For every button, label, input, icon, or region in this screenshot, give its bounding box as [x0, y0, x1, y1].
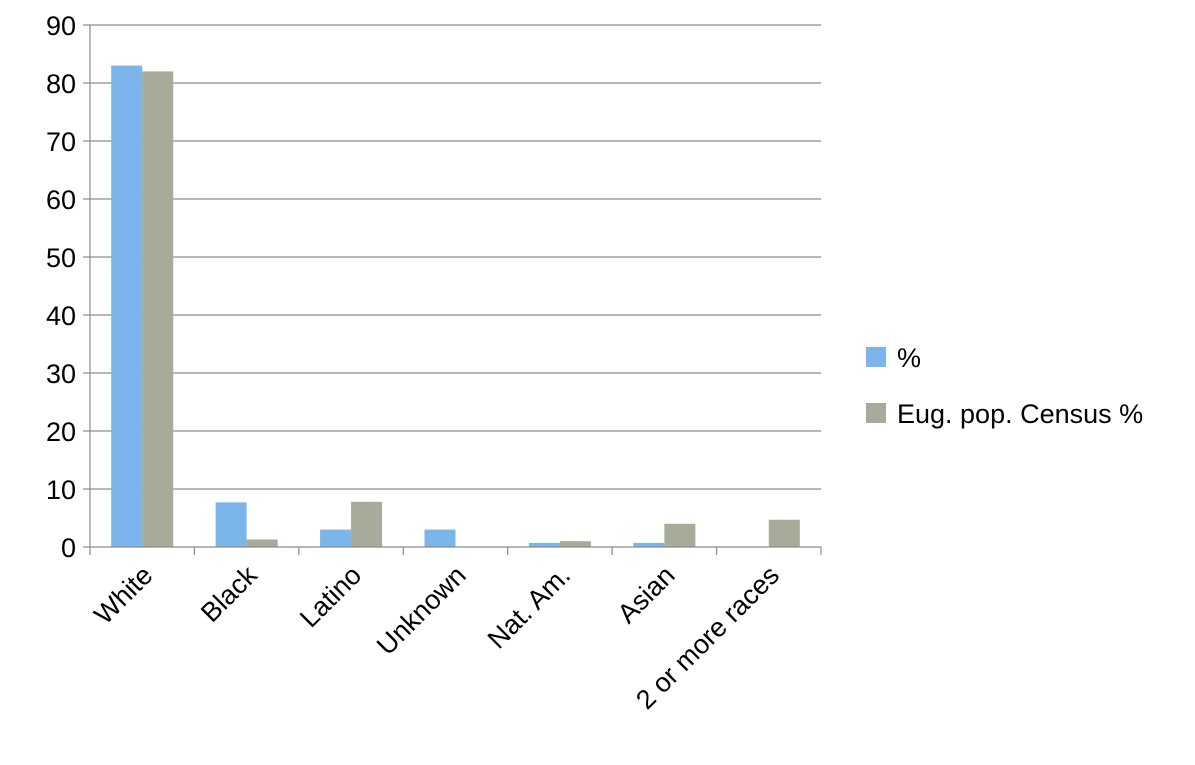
bar-series-0-asian [633, 542, 665, 547]
y-tick-label: 50 [46, 243, 76, 273]
x-tick-label: White [88, 560, 158, 630]
y-tick-label: 0 [61, 533, 76, 563]
x-tick-label: Unknown [371, 560, 472, 661]
axes [83, 24, 822, 555]
bar-series-1-nat-am- [559, 541, 591, 547]
legend-swatch [866, 403, 886, 423]
bar-series-0-latino [320, 529, 352, 547]
gridlines [90, 24, 821, 490]
y-tick-label: 40 [46, 301, 76, 331]
bar-series-1-white [142, 71, 174, 548]
y-tick-label: 90 [46, 11, 76, 41]
legend-swatch [866, 347, 886, 367]
x-tick-label: Asian [612, 560, 681, 629]
bar-series-0-white [111, 65, 143, 547]
legend-label: % [897, 343, 921, 373]
y-tick-label: 30 [46, 359, 76, 389]
bar-series-1-asian [664, 523, 696, 547]
y-tick-label: 60 [46, 185, 76, 215]
x-tick-label: Nat. Am. [482, 560, 576, 654]
y-tick-label: 10 [46, 475, 76, 505]
bar-series-1-black [246, 539, 278, 547]
y-tick-labels: 0 10 20 30 40 50 60 70 80 90 [46, 11, 76, 563]
legend-label: Eug. pop. Census % [897, 399, 1143, 429]
y-tick-label: 80 [46, 69, 76, 99]
bar-series-0-black [215, 502, 247, 547]
bar-series-0-unknown [424, 529, 456, 547]
bar-series-0-nat-am- [528, 542, 560, 547]
bar-series-1-2-or-more-races [768, 519, 800, 547]
x-tick-label: Latino [294, 560, 367, 633]
legend: % Eug. pop. Census % [866, 343, 1143, 429]
y-tick-label: 20 [46, 417, 76, 447]
bars [111, 65, 800, 548]
y-tick-label: 70 [46, 127, 76, 157]
bar-series-1-latino [351, 501, 383, 547]
x-tick-label: Black [195, 560, 263, 628]
